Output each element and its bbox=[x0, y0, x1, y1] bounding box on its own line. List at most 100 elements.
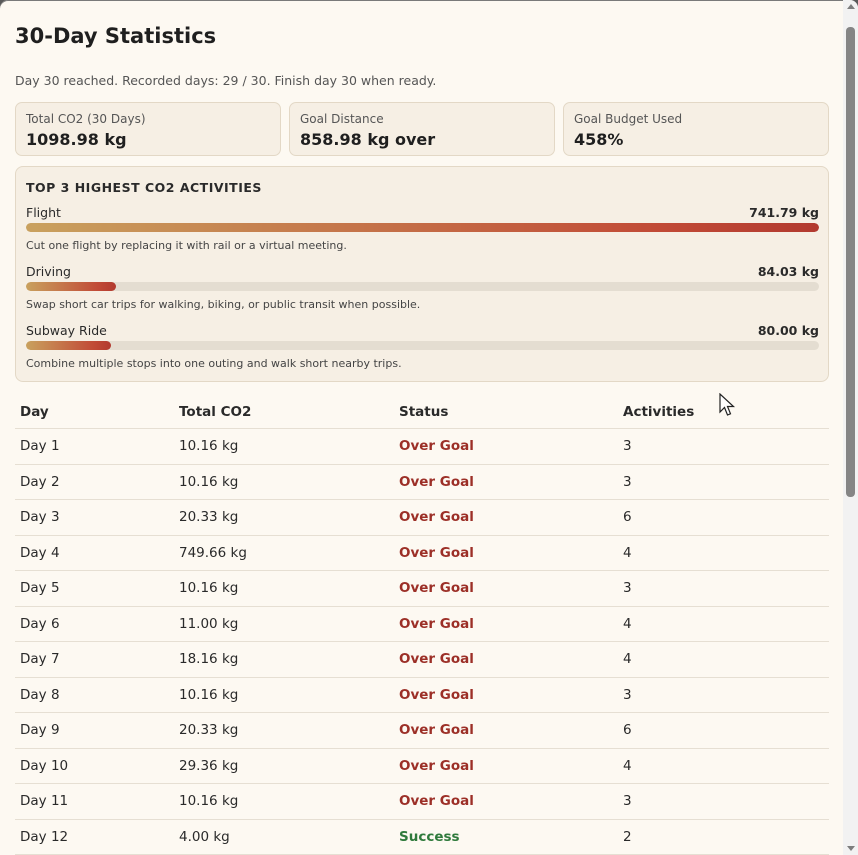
top-activities-heading: TOP 3 HIGHEST CO2 ACTIVITIES bbox=[26, 180, 262, 195]
row-total-co2: 20.33 kg bbox=[179, 509, 239, 525]
row-status: Over Goal bbox=[399, 509, 474, 525]
activity-driving: Driving 84.03 kg Swap short car trips fo… bbox=[26, 264, 819, 320]
row-day: Day 5 bbox=[20, 580, 60, 596]
table-row: Day 8 10.16 kg Over Goal 3 bbox=[15, 678, 829, 713]
row-activities: 3 bbox=[623, 580, 632, 596]
row-day: Day 12 bbox=[20, 828, 69, 845]
activity-bar-fill bbox=[26, 341, 112, 350]
table-header: Day Total CO2 Status Activities bbox=[15, 394, 829, 429]
activity-name: Driving bbox=[26, 264, 71, 279]
card-label: Goal Distance bbox=[300, 112, 384, 126]
card-label: Total CO2 (30 Days) bbox=[26, 112, 146, 126]
row-day: Day 10 bbox=[20, 757, 69, 774]
card-value: 458% bbox=[574, 130, 624, 149]
table-row: Day 3 20.33 kg Over Goal 6 bbox=[15, 500, 829, 536]
row-activities: 4 bbox=[623, 615, 632, 632]
row-status: Over Goal bbox=[399, 722, 474, 738]
table-row: Day 2 10.16 kg Over Goal 3 bbox=[15, 465, 829, 500]
table-row: Day 12 4.00 kg Success 2 bbox=[15, 820, 829, 855]
row-status: Over Goal bbox=[399, 793, 474, 809]
activity-bar-fill bbox=[26, 282, 116, 291]
row-day: Day 4 bbox=[20, 544, 60, 561]
row-activities: 6 bbox=[623, 509, 632, 525]
row-activities: 3 bbox=[623, 793, 632, 809]
activity-bar-track bbox=[26, 223, 819, 232]
row-total-co2: 749.66 kg bbox=[179, 544, 247, 561]
activity-amount: 741.79 kg bbox=[749, 205, 819, 220]
row-activities: 3 bbox=[623, 686, 632, 703]
row-status: Over Goal bbox=[399, 615, 474, 632]
activity-amount: 84.03 kg bbox=[757, 264, 819, 279]
row-total-co2: 18.16 kg bbox=[179, 651, 239, 667]
row-status: Over Goal bbox=[399, 686, 474, 703]
activity-bar-track bbox=[26, 341, 819, 350]
table-body: Day 1 10.16 kg Over Goal 3 Day 2 10.16 kg Over… bbox=[15, 429, 829, 855]
top-activities-panel: TOP 3 HIGHEST CO2 ACTIVITIES Flight 741.… bbox=[15, 166, 829, 382]
row-status: Over Goal bbox=[399, 580, 474, 596]
activity-bar-track bbox=[26, 282, 819, 291]
activity-flight: Flight 741.79 kg Cut one flight by repla… bbox=[26, 205, 819, 261]
header-total-co2: Total CO2 bbox=[179, 404, 252, 420]
row-status: Over Goal bbox=[399, 438, 474, 454]
page-title: 30-Day Statistics bbox=[15, 24, 217, 48]
row-activities: 6 bbox=[623, 722, 632, 738]
table-row: Day 5 10.16 kg Over Goal 3 bbox=[15, 571, 829, 607]
activity-bar-fill bbox=[26, 223, 819, 232]
row-total-co2: 4.00 kg bbox=[179, 828, 230, 845]
scroll-down-arrow-icon[interactable] bbox=[847, 846, 855, 851]
row-day: Day 1 bbox=[20, 438, 60, 454]
row-status: Over Goal bbox=[399, 473, 474, 490]
row-day: Day 9 bbox=[20, 722, 60, 738]
table-row: Day 9 20.33 kg Over Goal 6 bbox=[15, 713, 829, 749]
card-value: 858.98 kg over bbox=[300, 130, 436, 149]
activity-tip: Cut one flight by replacing it with rail… bbox=[26, 239, 347, 252]
activity-name: Subway Ride bbox=[26, 323, 107, 338]
row-activities: 2 bbox=[623, 828, 632, 845]
mouse-pointer-icon bbox=[719, 393, 736, 416]
header-day: Day bbox=[20, 404, 49, 420]
table-row: Day 4 749.66 kg Over Goal 4 bbox=[15, 536, 829, 571]
activity-tip: Combine multiple stops into one outing a… bbox=[26, 357, 402, 370]
table-row: Day 11 10.16 kg Over Goal 3 bbox=[15, 784, 829, 820]
card-label: Goal Budget Used bbox=[574, 112, 683, 126]
daily-stats-table: Day Total CO2 Status Activities Day 1 10.… bbox=[15, 394, 829, 855]
row-total-co2: 10.16 kg bbox=[179, 438, 239, 454]
header-activities: Activities bbox=[623, 404, 695, 420]
total-co2-card: Total CO2 (30 Days) 1098.98 kg bbox=[15, 102, 281, 156]
row-activities: 4 bbox=[623, 757, 632, 774]
vertical-scrollbar[interactable] bbox=[843, 0, 858, 855]
row-day: Day 7 bbox=[20, 651, 60, 667]
row-day: Day 8 bbox=[20, 686, 60, 703]
row-day: Day 3 bbox=[20, 509, 60, 525]
row-total-co2: 29.36 kg bbox=[179, 757, 239, 774]
row-total-co2: 10.16 kg bbox=[179, 686, 239, 703]
scroll-up-arrow-icon[interactable] bbox=[847, 4, 855, 9]
activity-subway: Subway Ride 80.00 kg Combine multiple st… bbox=[26, 323, 819, 379]
row-total-co2: 20.33 kg bbox=[179, 722, 239, 738]
row-status: Over Goal bbox=[399, 757, 474, 774]
row-activities: 4 bbox=[623, 544, 632, 561]
progress-subtitle: Day 30 reached. Recorded days: 29 / 30. … bbox=[15, 73, 437, 88]
scrollbar-thumb[interactable] bbox=[846, 27, 855, 497]
row-total-co2: 10.16 kg bbox=[179, 473, 239, 490]
goal-budget-card: Goal Budget Used 458% bbox=[563, 102, 829, 156]
activity-tip: Swap short car trips for walking, biking… bbox=[26, 298, 421, 311]
table-row: Day 10 29.36 kg Over Goal 4 bbox=[15, 749, 829, 784]
row-status: Success bbox=[399, 828, 460, 845]
table-row: Day 6 11.00 kg Over Goal 4 bbox=[15, 607, 829, 642]
row-activities: 3 bbox=[623, 473, 632, 490]
summary-cards: Total CO2 (30 Days) 1098.98 kg Goal Dist… bbox=[15, 102, 829, 156]
row-activities: 4 bbox=[623, 651, 632, 667]
row-total-co2: 10.16 kg bbox=[179, 580, 239, 596]
row-status: Over Goal bbox=[399, 544, 474, 561]
activity-name: Flight bbox=[26, 205, 61, 220]
row-day: Day 2 bbox=[20, 473, 60, 490]
row-status: Over Goal bbox=[399, 651, 474, 667]
header-status: Status bbox=[399, 404, 449, 420]
card-value: 1098.98 kg bbox=[26, 130, 127, 149]
row-day: Day 6 bbox=[20, 615, 60, 632]
row-total-co2: 10.16 kg bbox=[179, 793, 239, 809]
row-total-co2: 11.00 kg bbox=[179, 615, 239, 632]
activity-amount: 80.00 kg bbox=[757, 323, 819, 338]
